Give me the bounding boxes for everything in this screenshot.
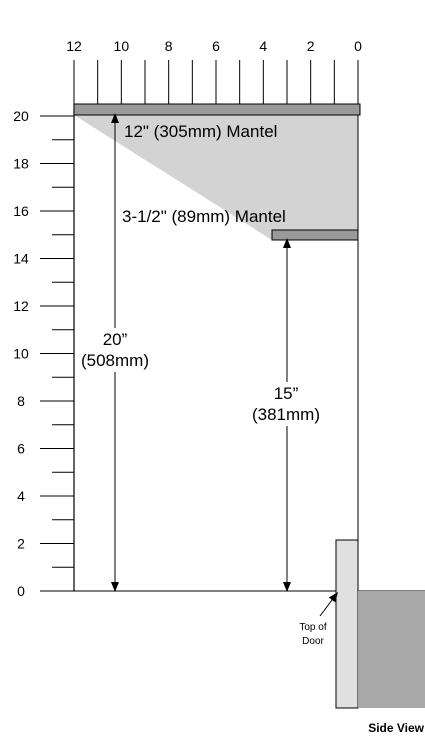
door-label-line1: Top of <box>299 622 326 633</box>
short-dimension-metric: (381mm) <box>252 405 320 424</box>
top-ruler-label: 6 <box>212 38 220 54</box>
left-ruler-label: 8 <box>17 393 25 409</box>
mantel-large-label: 12" (305mm) Mantel <box>124 122 277 141</box>
tall-label-bg <box>76 328 154 372</box>
left-ruler-label: 18 <box>13 156 29 172</box>
top-ruler-label: 10 <box>114 38 130 54</box>
tall-dimension-metric: (508mm) <box>81 351 149 370</box>
door-frame <box>335 539 359 709</box>
left-ruler-label: 20 <box>13 108 29 124</box>
left-ruler-label: 6 <box>17 441 25 457</box>
top-ruler-label: 0 <box>354 38 362 54</box>
mantel-small <box>271 229 359 241</box>
mantel-small-label: 3-1/2" (89mm) Mantel <box>122 207 286 226</box>
short-dimension-value: 15” <box>274 384 299 403</box>
left-ruler-label: 10 <box>13 346 29 362</box>
clearance-zone <box>74 115 358 240</box>
tall-dimension-value: 20” <box>103 330 128 349</box>
top-ruler: 12 10 8 6 4 2 0 <box>66 38 362 105</box>
left-ruler-label: 14 <box>13 251 29 267</box>
left-ruler-label: 16 <box>13 203 29 219</box>
top-ruler-label: 12 <box>66 38 82 54</box>
view-label: Side View <box>368 721 424 735</box>
short-label-bg <box>242 382 330 426</box>
top-ruler-label: 8 <box>165 38 173 54</box>
door-label-line2: Door <box>302 636 324 647</box>
top-ruler-label: 4 <box>259 38 267 54</box>
door-pointer-arrow <box>319 592 338 617</box>
left-ruler-label: 0 <box>17 583 25 599</box>
left-ruler-label: 12 <box>13 298 29 314</box>
left-ruler-label: 4 <box>17 488 25 504</box>
door-panel <box>358 591 425 708</box>
top-ruler-label: 2 <box>307 38 315 54</box>
mantel-large <box>73 103 361 116</box>
left-ruler-label: 2 <box>17 536 25 552</box>
